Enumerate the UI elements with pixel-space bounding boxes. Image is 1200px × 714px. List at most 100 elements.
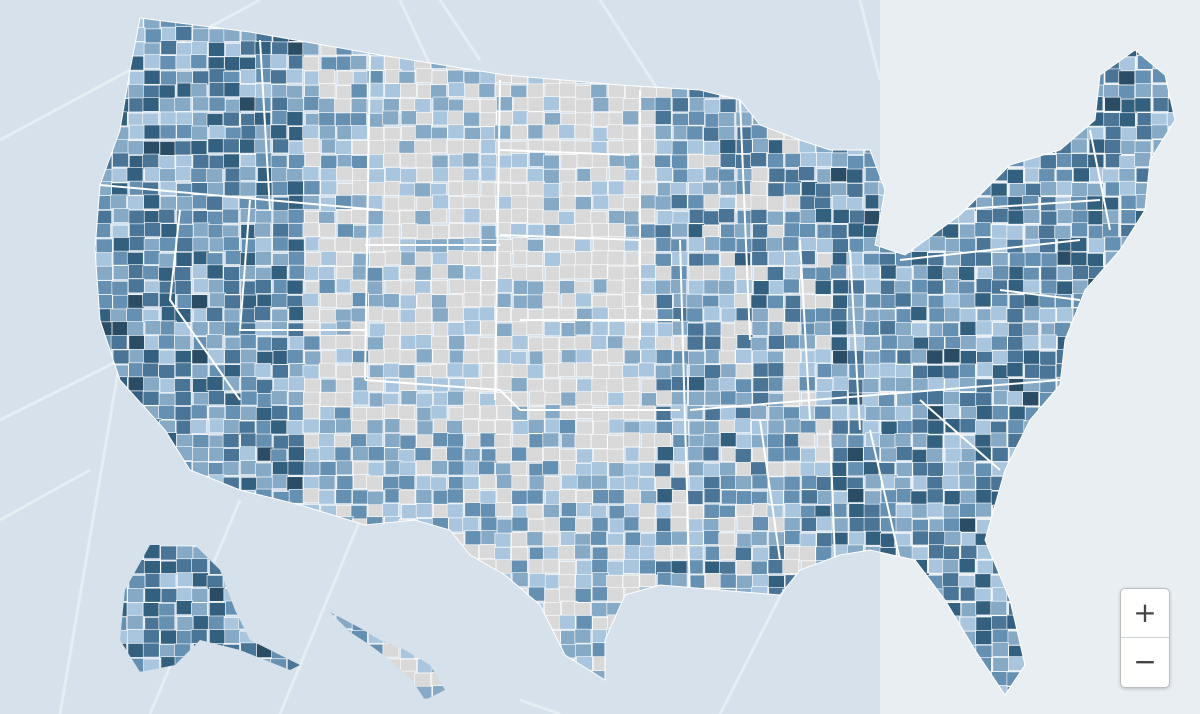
county	[1136, 516, 1154, 532]
county	[1054, 18, 1072, 29]
county	[430, 476, 447, 492]
county	[849, 517, 866, 532]
county	[623, 391, 641, 406]
county	[847, 293, 864, 309]
county	[718, 279, 735, 295]
county	[495, 278, 513, 293]
county	[1007, 169, 1024, 184]
county	[192, 264, 209, 279]
county	[1183, 168, 1199, 182]
county	[190, 54, 208, 69]
county	[335, 378, 353, 394]
zoom-in-button[interactable]: +	[1121, 589, 1169, 637]
county	[1184, 153, 1200, 167]
county	[288, 154, 305, 169]
county	[894, 433, 912, 448]
county	[623, 462, 641, 478]
county	[783, 222, 801, 238]
county	[719, 462, 736, 477]
county	[320, 391, 337, 407]
county	[976, 82, 993, 98]
county	[398, 182, 416, 198]
county	[336, 266, 354, 281]
county	[369, 322, 386, 338]
county	[1167, 210, 1175, 226]
county	[526, 294, 544, 310]
county	[767, 153, 784, 169]
county	[592, 448, 610, 464]
county	[1024, 659, 1042, 674]
county	[960, 182, 978, 198]
county	[543, 196, 560, 212]
county	[831, 517, 849, 533]
county	[942, 504, 960, 520]
county	[1119, 155, 1137, 170]
county	[1150, 194, 1168, 210]
county	[176, 600, 193, 615]
county	[670, 182, 687, 197]
county	[352, 140, 369, 155]
county	[942, 475, 959, 490]
county	[1168, 685, 1175, 700]
county	[606, 294, 623, 310]
county	[1008, 1, 1024, 15]
county	[1105, 18, 1122, 30]
county	[1102, 223, 1119, 238]
county	[175, 26, 193, 41]
county	[943, 461, 961, 477]
county	[1072, 531, 1090, 546]
county	[734, 418, 751, 433]
county	[1103, 418, 1120, 434]
county	[288, 376, 305, 392]
county	[768, 406, 786, 421]
county	[1071, 573, 1088, 589]
county	[255, 250, 272, 266]
county	[222, 208, 239, 224]
county	[526, 504, 544, 520]
county	[879, 601, 897, 616]
county	[847, 306, 865, 322]
county	[928, 124, 946, 140]
county	[350, 55, 368, 70]
county	[255, 237, 272, 253]
county	[671, 490, 689, 505]
county	[1088, 685, 1105, 700]
county	[1023, 349, 1040, 365]
county	[1184, 323, 1200, 337]
county	[1056, 84, 1074, 99]
county	[223, 376, 240, 392]
county	[703, 126, 720, 142]
county	[1038, 168, 1056, 184]
county	[1152, 349, 1170, 365]
county	[927, 390, 944, 405]
county	[655, 406, 673, 421]
county	[574, 335, 592, 351]
county	[398, 195, 416, 211]
county	[721, 489, 738, 505]
county	[416, 392, 433, 408]
county	[1184, 279, 1200, 293]
county	[207, 615, 225, 631]
county	[896, 195, 913, 210]
county	[928, 28, 946, 43]
county	[239, 446, 256, 462]
zoom-out-button[interactable]: −	[1121, 637, 1169, 685]
county	[287, 97, 304, 113]
county	[240, 362, 257, 378]
county	[272, 350, 290, 365]
county	[911, 404, 929, 419]
county	[879, 320, 897, 336]
county	[1120, 433, 1137, 449]
county	[910, 698, 928, 700]
county	[510, 84, 528, 100]
county	[542, 124, 560, 140]
county	[943, 615, 960, 631]
county	[1039, 475, 1057, 491]
county	[224, 392, 242, 408]
county	[670, 279, 687, 294]
county	[977, 544, 994, 560]
county	[655, 237, 673, 252]
county	[382, 308, 400, 324]
county	[929, 698, 946, 700]
county	[735, 363, 753, 379]
